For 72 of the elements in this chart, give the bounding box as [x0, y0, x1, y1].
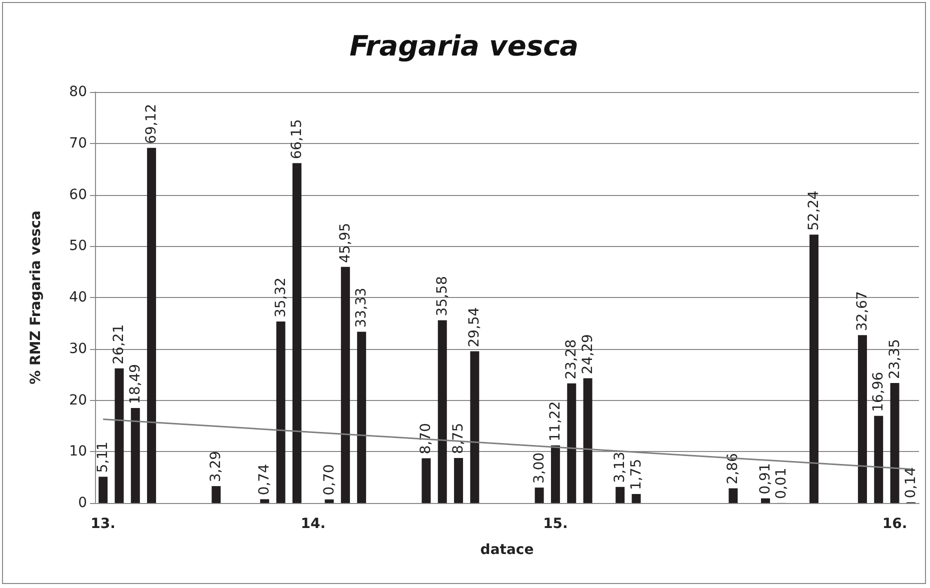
- bar: [438, 320, 447, 503]
- data-label: 5,11: [95, 442, 112, 473]
- bar: [292, 163, 302, 503]
- bar: [212, 486, 221, 503]
- bar: [147, 148, 156, 503]
- bar: [114, 368, 124, 503]
- x-tick-label: 15.: [543, 516, 568, 532]
- data-label: 23,35: [886, 338, 903, 380]
- chart-title: Fragaria vesca: [349, 30, 579, 62]
- data-label: 3,00: [531, 452, 548, 484]
- bar: [874, 416, 884, 503]
- bar: [890, 383, 900, 503]
- bar: [616, 486, 625, 503]
- data-label: 1,75: [628, 458, 644, 490]
- data-label: 0,01: [774, 468, 790, 499]
- bar: [858, 335, 867, 503]
- data-label: 35,32: [272, 277, 289, 318]
- bar: [422, 458, 431, 503]
- data-label: 45,95: [337, 222, 354, 263]
- data-label: 0,14: [902, 467, 919, 498]
- data-label: 26,21: [111, 324, 128, 364]
- bar: [260, 499, 270, 503]
- data-label: 52,24: [806, 190, 822, 231]
- bar: [534, 488, 544, 503]
- data-label: 18,49: [127, 364, 144, 404]
- data-label: 3,29: [208, 450, 224, 482]
- data-label: 35,58: [434, 276, 450, 316]
- bar: [632, 494, 641, 503]
- bar: [809, 234, 818, 503]
- bar: [728, 488, 738, 503]
- data-label: 23,28: [564, 339, 580, 380]
- bar: [454, 458, 464, 503]
- bar: [276, 322, 286, 503]
- data-label: 32,67: [854, 291, 870, 332]
- data-label: 8,70: [418, 423, 434, 454]
- data-label: 8,75: [450, 422, 467, 454]
- bar: [550, 445, 560, 503]
- x-tick-label: 13.: [90, 516, 116, 532]
- y-tick-label: 50: [69, 238, 87, 254]
- y-axis-title: % RMZ Fragaria vesca: [28, 210, 44, 384]
- y-tick-label: 40: [69, 290, 87, 306]
- bar: [98, 476, 108, 503]
- bar: [567, 383, 576, 503]
- bar: [130, 408, 140, 503]
- bar: [583, 378, 592, 503]
- y-tick-label: 20: [69, 392, 87, 408]
- data-label: 2,86: [725, 453, 742, 484]
- y-tick-label: 80: [69, 84, 87, 100]
- bar: [340, 266, 350, 503]
- data-label: 0,74: [256, 464, 273, 496]
- bar: [470, 351, 480, 503]
- data-label: 3,13: [612, 452, 628, 483]
- data-label: 11,22: [547, 401, 564, 442]
- data-label: 69,12: [144, 104, 160, 144]
- data-label: 33,33: [354, 288, 370, 328]
- data-label: 29,54: [466, 307, 483, 348]
- y-tick-label: 10: [69, 444, 87, 460]
- data-label: 66,15: [288, 119, 305, 160]
- data-label: 16,96: [870, 372, 887, 412]
- x-tick-label: 14.: [300, 516, 326, 532]
- data-label: 0,91: [758, 463, 774, 494]
- data-label: 24,29: [580, 334, 596, 374]
- x-axis-title: datace: [480, 542, 534, 558]
- bar: [761, 498, 770, 503]
- data-label: 0,70: [321, 464, 338, 496]
- y-tick-label: 60: [69, 186, 87, 203]
- bar: [324, 499, 334, 503]
- y-tick-label: 30: [69, 340, 87, 357]
- y-tick-label: 0: [78, 495, 87, 511]
- bar: [357, 332, 366, 503]
- x-tick-label: 16.: [882, 516, 908, 532]
- y-tick-label: 70: [69, 135, 87, 152]
